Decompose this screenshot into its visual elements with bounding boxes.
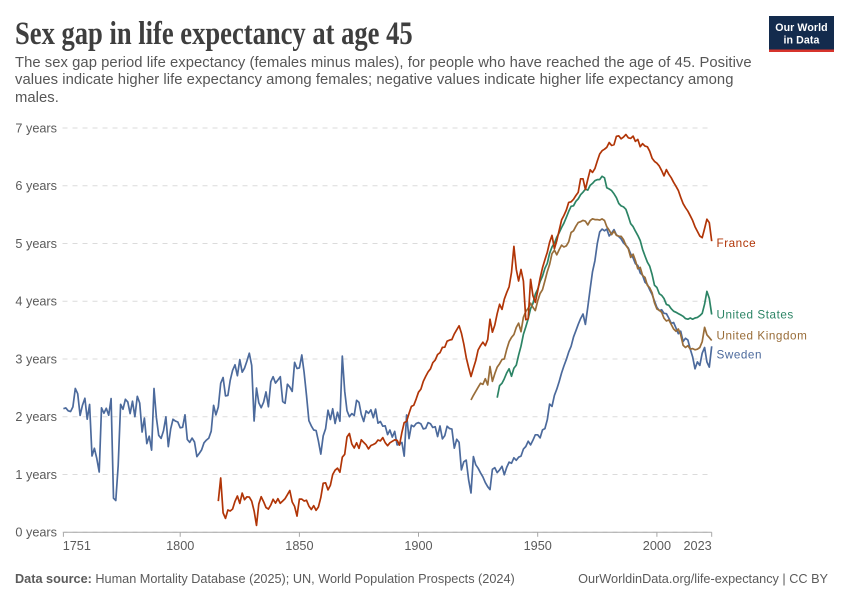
svg-text:in Data: in Data: [783, 35, 819, 47]
svg-text:2000: 2000: [643, 539, 671, 553]
svg-text:1751: 1751: [63, 539, 91, 553]
svg-text:2 years: 2 years: [15, 410, 57, 424]
svg-text:1900: 1900: [404, 539, 432, 553]
svg-text:4 years: 4 years: [15, 295, 57, 309]
svg-text:1800: 1800: [166, 539, 194, 553]
svg-text:United States: United States: [717, 309, 794, 322]
svg-text:6 years: 6 years: [15, 179, 57, 193]
svg-text:1950: 1950: [524, 539, 552, 553]
svg-text:2023: 2023: [683, 539, 711, 553]
svg-text:1 years: 1 years: [15, 468, 57, 482]
svg-text:3 years: 3 years: [15, 352, 57, 366]
svg-text:0 years: 0 years: [15, 526, 57, 540]
svg-text:United Kingdom: United Kingdom: [717, 329, 808, 342]
svg-text:5 years: 5 years: [15, 237, 57, 251]
svg-text:France: France: [717, 237, 757, 250]
svg-text:7 years: 7 years: [15, 121, 57, 135]
svg-text:Sweden: Sweden: [717, 349, 763, 362]
svg-text:1850: 1850: [285, 539, 313, 553]
svg-text:Our World: Our World: [775, 22, 828, 34]
